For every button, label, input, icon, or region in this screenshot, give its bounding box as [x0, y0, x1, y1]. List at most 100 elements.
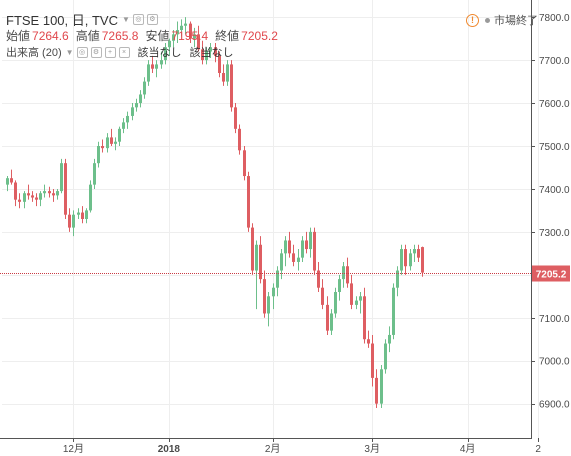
y-tick-label: 7800.0	[539, 13, 570, 24]
candle-body	[6, 178, 9, 185]
candle-body	[131, 107, 134, 116]
y-tick-label: 7600.0	[539, 99, 570, 110]
candle-body	[292, 253, 295, 262]
add-icon[interactable]: +	[104, 46, 116, 58]
y-tick-label: 7100.0	[539, 314, 570, 325]
candle-body	[93, 163, 96, 185]
candle-body	[400, 249, 403, 271]
candle-body	[280, 253, 283, 271]
candle-body	[230, 64, 233, 108]
candle-body	[384, 343, 387, 370]
visibility-toggle-icon[interactable]: ◎	[132, 14, 144, 25]
x-tick-label: 12月	[63, 443, 84, 455]
candle-body	[197, 34, 200, 50]
y-tick-label: 7500.0	[539, 142, 570, 153]
volume-value-2: 該当なし	[189, 47, 234, 59]
candle-body	[380, 369, 383, 404]
candle-body	[35, 197, 38, 200]
candle-body	[10, 178, 13, 183]
candle-body	[85, 210, 88, 219]
candle-body	[222, 73, 225, 82]
candle-body	[14, 182, 17, 200]
candle-body	[23, 193, 26, 202]
candle-body	[413, 249, 416, 254]
candle-body	[168, 40, 171, 48]
candle-body	[238, 128, 241, 151]
candle-body	[176, 30, 179, 35]
candle-body	[218, 55, 221, 73]
candle-body	[122, 122, 125, 129]
symbol-title[interactable]: FTSE 100, 日, TVC	[6, 13, 118, 28]
volume-label[interactable]: 出来高 (20)	[6, 47, 62, 59]
candle-body	[139, 94, 142, 104]
x-tick-label: 2	[535, 444, 541, 455]
candle-body	[106, 137, 109, 149]
candle-body	[417, 249, 420, 258]
candle-body	[110, 137, 113, 144]
candle-body	[301, 240, 304, 258]
candle-body	[284, 240, 287, 254]
candle-body	[305, 240, 308, 250]
candle-body	[27, 193, 30, 196]
candle-body	[143, 81, 146, 95]
chevron-down-icon[interactable]: ▼	[121, 15, 130, 24]
candle-body	[43, 191, 46, 194]
candle-body	[297, 257, 300, 262]
close-label: 終値	[215, 29, 240, 43]
candle-body	[259, 244, 262, 280]
candle-body	[243, 150, 246, 177]
x-tick-label: 2月	[265, 443, 281, 455]
candle-body	[350, 283, 353, 305]
chevron-down-icon[interactable]: ▼	[65, 47, 74, 57]
candle-body	[151, 64, 154, 69]
candle-body	[404, 249, 407, 267]
candle-body	[317, 270, 320, 288]
status-dot-icon	[485, 17, 490, 23]
low-label: 安値	[145, 29, 170, 43]
candle-body	[56, 191, 59, 196]
candle-body	[18, 199, 21, 202]
candle-body	[184, 23, 187, 26]
candle-body	[309, 231, 312, 250]
y-tick-label: 6900.0	[539, 400, 570, 411]
candle-body	[326, 304, 329, 331]
warning-icon[interactable]: !	[466, 13, 479, 27]
close-icon[interactable]: ×	[118, 46, 130, 58]
volume-legend: 出来高 (20) ▼ ◎ ⚙ + × 該当なし 該当なし	[6, 44, 234, 60]
last-price-label: 7205.2	[536, 270, 567, 281]
candle-body	[367, 339, 370, 344]
candle-body	[363, 296, 366, 340]
candle-body	[193, 34, 196, 39]
candle-body	[247, 176, 250, 228]
candle-body	[388, 334, 391, 344]
candle-body	[147, 64, 150, 82]
candle-body	[81, 212, 84, 219]
settings-icon[interactable]: ⚙	[146, 14, 158, 25]
market-status: ! 市場終了	[466, 12, 538, 28]
open-value: 7264.6	[32, 28, 69, 43]
candle-body	[64, 163, 67, 215]
candle-body	[313, 231, 316, 271]
candle-body	[101, 146, 104, 149]
candle-body	[330, 313, 333, 331]
visibility-toggle-icon[interactable]: ◎	[76, 46, 88, 58]
candle-body	[226, 64, 229, 82]
candle-body	[48, 191, 51, 194]
candle-body	[288, 240, 291, 254]
y-tick-label: 7000.0	[539, 357, 570, 368]
candle-body	[164, 47, 167, 61]
candle-body	[39, 193, 42, 200]
candle-body	[118, 128, 121, 142]
candle-body	[359, 296, 362, 301]
candle-body	[31, 195, 34, 198]
y-tick-label: 7700.0	[539, 56, 570, 67]
candle-body	[189, 23, 192, 39]
high-label: 高値	[75, 29, 100, 43]
x-tick-label: 2018	[158, 444, 181, 455]
candle-body	[251, 227, 254, 271]
x-tick-label: 3月	[364, 443, 380, 455]
settings-icon[interactable]: ⚙	[90, 46, 102, 58]
candle-body	[334, 292, 337, 314]
